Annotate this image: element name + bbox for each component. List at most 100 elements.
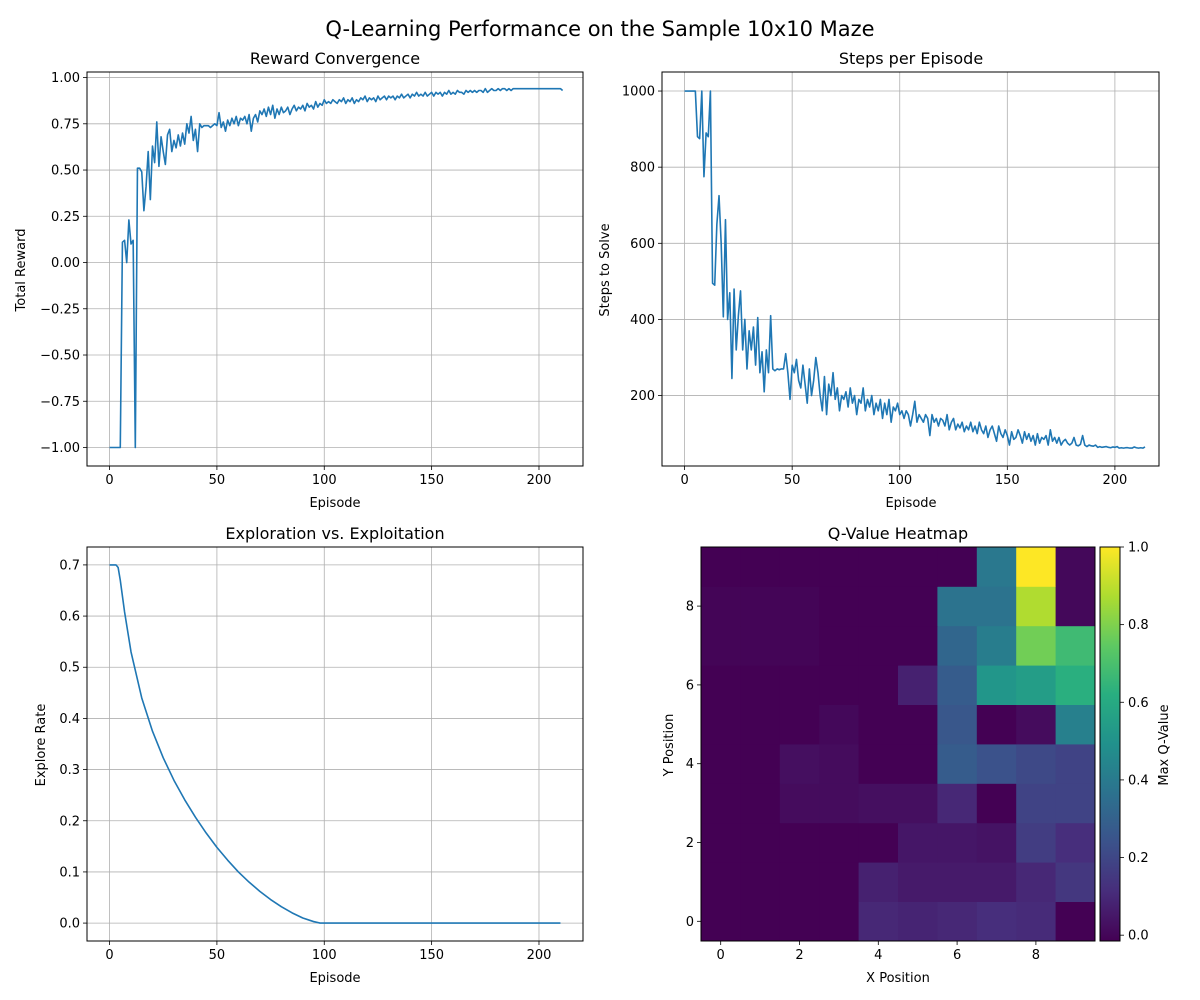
- heatmap-cell: [858, 901, 899, 942]
- heatmap-cell: [898, 625, 938, 666]
- heatmap-ytick-label: 8: [686, 600, 694, 615]
- heatmap-cell: [858, 547, 899, 587]
- heatmap-cell: [740, 783, 781, 824]
- heatmap-cell: [1055, 704, 1096, 745]
- heatmap-cell: [701, 547, 741, 587]
- heatmap-cell: [898, 783, 938, 824]
- heatmap-xtick-label: 8: [1032, 948, 1040, 963]
- reward-ytick-label: −0.50: [40, 349, 80, 364]
- heatmap-cell: [937, 783, 978, 824]
- steps-chart-title: Steps per Episode: [839, 49, 983, 68]
- heatmap-cell: [740, 822, 781, 863]
- heatmap-cell: [1016, 862, 1056, 902]
- explore-ytick-label: 0.1: [59, 865, 80, 880]
- heatmap-ytick-label: 0: [686, 915, 694, 930]
- heatmap-axis-ticks: 0 2 4 6 8 0 2 4 6 8: [686, 600, 1040, 963]
- heatmap-cell: [976, 783, 1017, 824]
- colorbar-tick-label: 0.6: [1128, 696, 1149, 711]
- heatmap-cell: [858, 822, 899, 863]
- heatmap-cell: [819, 625, 859, 666]
- steps-ytick-label: 1000: [622, 85, 655, 100]
- heatmap-cell: [937, 704, 978, 745]
- reward-ytick-label: 0.75: [51, 117, 80, 132]
- heatmap-ytick-label: 4: [686, 757, 694, 772]
- heatmap-cell: [701, 901, 741, 942]
- heatmap-cell: [858, 862, 899, 902]
- reward-gridlines: [87, 72, 583, 466]
- heatmap-cell: [1055, 744, 1096, 784]
- heatmap-cell: [779, 665, 820, 705]
- colorbar-ticks: 0.0 0.2 0.4 0.6 0.8 1.0: [1120, 541, 1149, 944]
- heatmap-cell: [779, 704, 820, 745]
- heatmap-cell: [740, 862, 781, 902]
- heatmap-cell: [976, 665, 1017, 705]
- heatmap-cell: [779, 783, 820, 824]
- heatmap-cell: [858, 625, 899, 666]
- reward-ytick-label: 0.25: [51, 210, 80, 225]
- heatmap-cell: [1016, 783, 1056, 824]
- heatmap-cell: [819, 822, 859, 863]
- steps-xtick-label: 200: [1102, 473, 1127, 488]
- reward-y-axis-label: Total Reward: [14, 229, 29, 313]
- reward-xtick-label: 150: [419, 473, 444, 488]
- heatmap-cell: [779, 744, 820, 784]
- heatmap-cell: [1016, 625, 1056, 666]
- explore-axis-ticks: 0 50 100 150 200 0.0 0.1 0.2 0.3 0.4 0.5 0.6 0.7: [59, 558, 551, 963]
- heatmap-cell: [740, 547, 781, 587]
- heatmap-cell: [1016, 586, 1056, 627]
- explore-xtick-label: 150: [419, 948, 444, 963]
- explore-xtick-label: 100: [312, 948, 337, 963]
- explore-plot-frame: [86, 546, 584, 942]
- reward-ytick-label: −0.25: [40, 302, 80, 317]
- steps-ytick-label: 600: [630, 237, 655, 252]
- heatmap-cell: [858, 586, 899, 627]
- heatmap-cell: [740, 704, 781, 745]
- heatmap-cell: [819, 665, 859, 705]
- heatmap-cell: [976, 547, 1017, 587]
- heatmap-cell: [898, 822, 938, 863]
- heatmap-title: Q-Value Heatmap: [828, 524, 968, 543]
- heatmap-cell: [779, 901, 820, 942]
- heatmap-xtick-label: 2: [795, 948, 803, 963]
- steps-ytick-label: 400: [630, 313, 655, 328]
- heatmap-cell: [898, 862, 938, 902]
- explore-series: [109, 564, 561, 924]
- heatmap-cell: [701, 625, 741, 666]
- explore-y-axis-label: Explore Rate: [34, 704, 49, 787]
- heatmap-cell: [819, 783, 859, 824]
- heatmap-ytick-label: 6: [686, 678, 694, 693]
- reward-axis-ticks: 0 50 100 150 200 −1.00 −0.75 −0.50 −0.25 0.00 0.25…: [40, 71, 551, 488]
- heatmap-cell: [1016, 547, 1056, 587]
- q-value-heatmap-panel: Q-Value Heatmap X Position Y Position 0 2…: [662, 524, 1172, 986]
- steps-y-axis-label: Steps to Solve: [598, 223, 613, 316]
- heatmap-cell: [898, 704, 938, 745]
- steps-xtick-label: 150: [995, 473, 1020, 488]
- heatmap-cell: [819, 547, 859, 587]
- heatmap-xtick-label: 4: [874, 948, 882, 963]
- steps-plot-frame: [661, 71, 1160, 467]
- heatmap-cell: [1016, 665, 1056, 705]
- heatmap-cell: [779, 822, 820, 863]
- explore-xtick-label: 50: [209, 948, 226, 963]
- explore-gridlines: [87, 547, 583, 941]
- heatmap-cell: [819, 744, 859, 784]
- explore-ytick-label: 0.6: [59, 610, 80, 625]
- colorbar-tick-label: 0.2: [1128, 851, 1149, 866]
- reward-ytick-label: −0.75: [40, 395, 80, 410]
- heatmap-cells: [701, 547, 1096, 942]
- heatmap-cell: [779, 547, 820, 587]
- explore-xtick-label: 200: [527, 948, 552, 963]
- steps-ytick-label: 800: [630, 161, 655, 176]
- steps-gridlines: [662, 72, 1159, 466]
- colorbar-label: Max Q-Value: [1157, 704, 1172, 785]
- steps-series: [684, 90, 1146, 449]
- reward-xtick-label: 0: [105, 473, 113, 488]
- heatmap-cell: [1055, 901, 1096, 942]
- heatmap-cell: [898, 901, 938, 942]
- steps-per-episode-panel: Steps per Episode Episode Steps to Solve…: [598, 49, 1160, 511]
- heatmap-cell: [740, 586, 781, 627]
- heatmap-cell: [701, 665, 741, 705]
- reward-ytick-label: 1.00: [51, 71, 80, 86]
- heatmap-cell: [819, 704, 859, 745]
- colorbar-tick-label: 0.0: [1128, 929, 1149, 944]
